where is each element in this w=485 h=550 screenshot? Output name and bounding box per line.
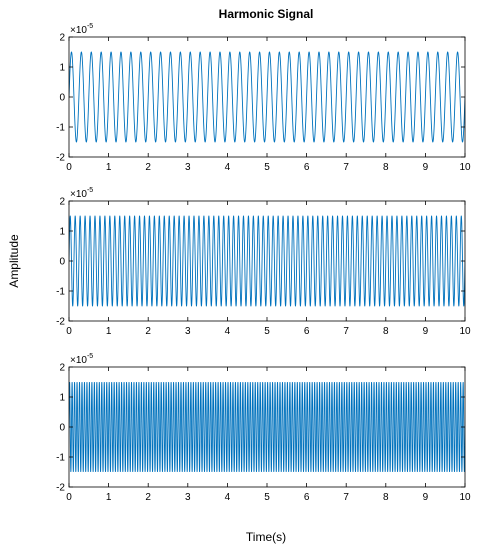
- y-exponent-label: ×10-5: [70, 187, 93, 200]
- x-tick-label: 3: [185, 162, 191, 173]
- y-tick-label: 2: [59, 363, 65, 374]
- x-tick-label: 3: [185, 326, 191, 337]
- subplot-3: 0 1 2 3 4 5 6 7 8 9 10 -2 -1 0 1 2 ×10-5: [56, 353, 471, 503]
- y-tick-label: 1: [59, 227, 65, 238]
- series-line: [69, 51, 465, 143]
- y-tick-label: 0: [59, 257, 65, 268]
- y-tick-label: -1: [56, 287, 65, 298]
- x-tick-label: 10: [459, 162, 471, 173]
- x-tick-label: 1: [106, 162, 112, 173]
- subplot-2: 0 1 2 3 4 5 6 7 8 9 10 -2 -1 0 1 2 ×10-5: [56, 187, 471, 337]
- x-tick-label: 7: [343, 326, 349, 337]
- x-tick-label: 5: [264, 492, 270, 503]
- x-tick-label: 6: [304, 326, 310, 337]
- y-exponent-label: ×10-5: [70, 353, 93, 366]
- x-tick-label: 9: [423, 492, 429, 503]
- x-tick-label: 5: [264, 326, 270, 337]
- x-tick-label: 4: [225, 162, 231, 173]
- x-tick-label: 1: [106, 326, 112, 337]
- x-tick-label: 10: [459, 492, 471, 503]
- x-tick-label: 6: [304, 492, 310, 503]
- y-tick-label: -2: [56, 483, 65, 494]
- x-tick-label: 9: [423, 326, 429, 337]
- x-tick-label: 7: [343, 492, 349, 503]
- y-tick-label: 2: [59, 33, 65, 44]
- x-tick-label: 4: [225, 492, 231, 503]
- x-tick-label: 2: [145, 162, 151, 173]
- x-tick-label: 0: [66, 162, 72, 173]
- x-tick-label: 8: [383, 162, 389, 173]
- y-exponent-label: ×10-5: [70, 23, 93, 36]
- x-tick-label: 2: [145, 326, 151, 337]
- x-tick-label: 8: [383, 326, 389, 337]
- x-tick-label: 4: [225, 326, 231, 337]
- y-tick-label: -1: [56, 453, 65, 464]
- y-tick-label: -2: [56, 153, 65, 164]
- x-tick-label: 3: [185, 492, 191, 503]
- y-tick-label: 0: [59, 423, 65, 434]
- x-tick-label: 10: [459, 326, 471, 337]
- subplot-1: 0 1 2 3 4 5 6 7 8 9 10 -2 -1 0 1 2 ×10-5: [56, 23, 471, 173]
- x-tick-label: 6: [304, 162, 310, 173]
- y-tick-label: 1: [59, 63, 65, 74]
- x-tick-label: 2: [145, 492, 151, 503]
- x-tick-label: 8: [383, 492, 389, 503]
- figure-title: Harmonic Signal: [219, 7, 314, 21]
- x-tick-label: 0: [66, 326, 72, 337]
- x-tick-label: 7: [343, 162, 349, 173]
- y-tick-label: 0: [59, 93, 65, 104]
- y-tick-label: 1: [59, 393, 65, 404]
- y-tick-label: 2: [59, 197, 65, 208]
- y-tick-label: -1: [56, 123, 65, 134]
- series-line: [69, 382, 465, 472]
- x-tick-label: 1: [106, 492, 112, 503]
- series-line: [69, 215, 465, 307]
- y-tick-label: -2: [56, 317, 65, 328]
- x-tick-label: 5: [264, 162, 270, 173]
- x-tick-label: 0: [66, 492, 72, 503]
- x-axis-label: Time(s): [246, 530, 286, 544]
- x-tick-label: 9: [423, 162, 429, 173]
- y-axis-label: Amplitude: [7, 234, 21, 288]
